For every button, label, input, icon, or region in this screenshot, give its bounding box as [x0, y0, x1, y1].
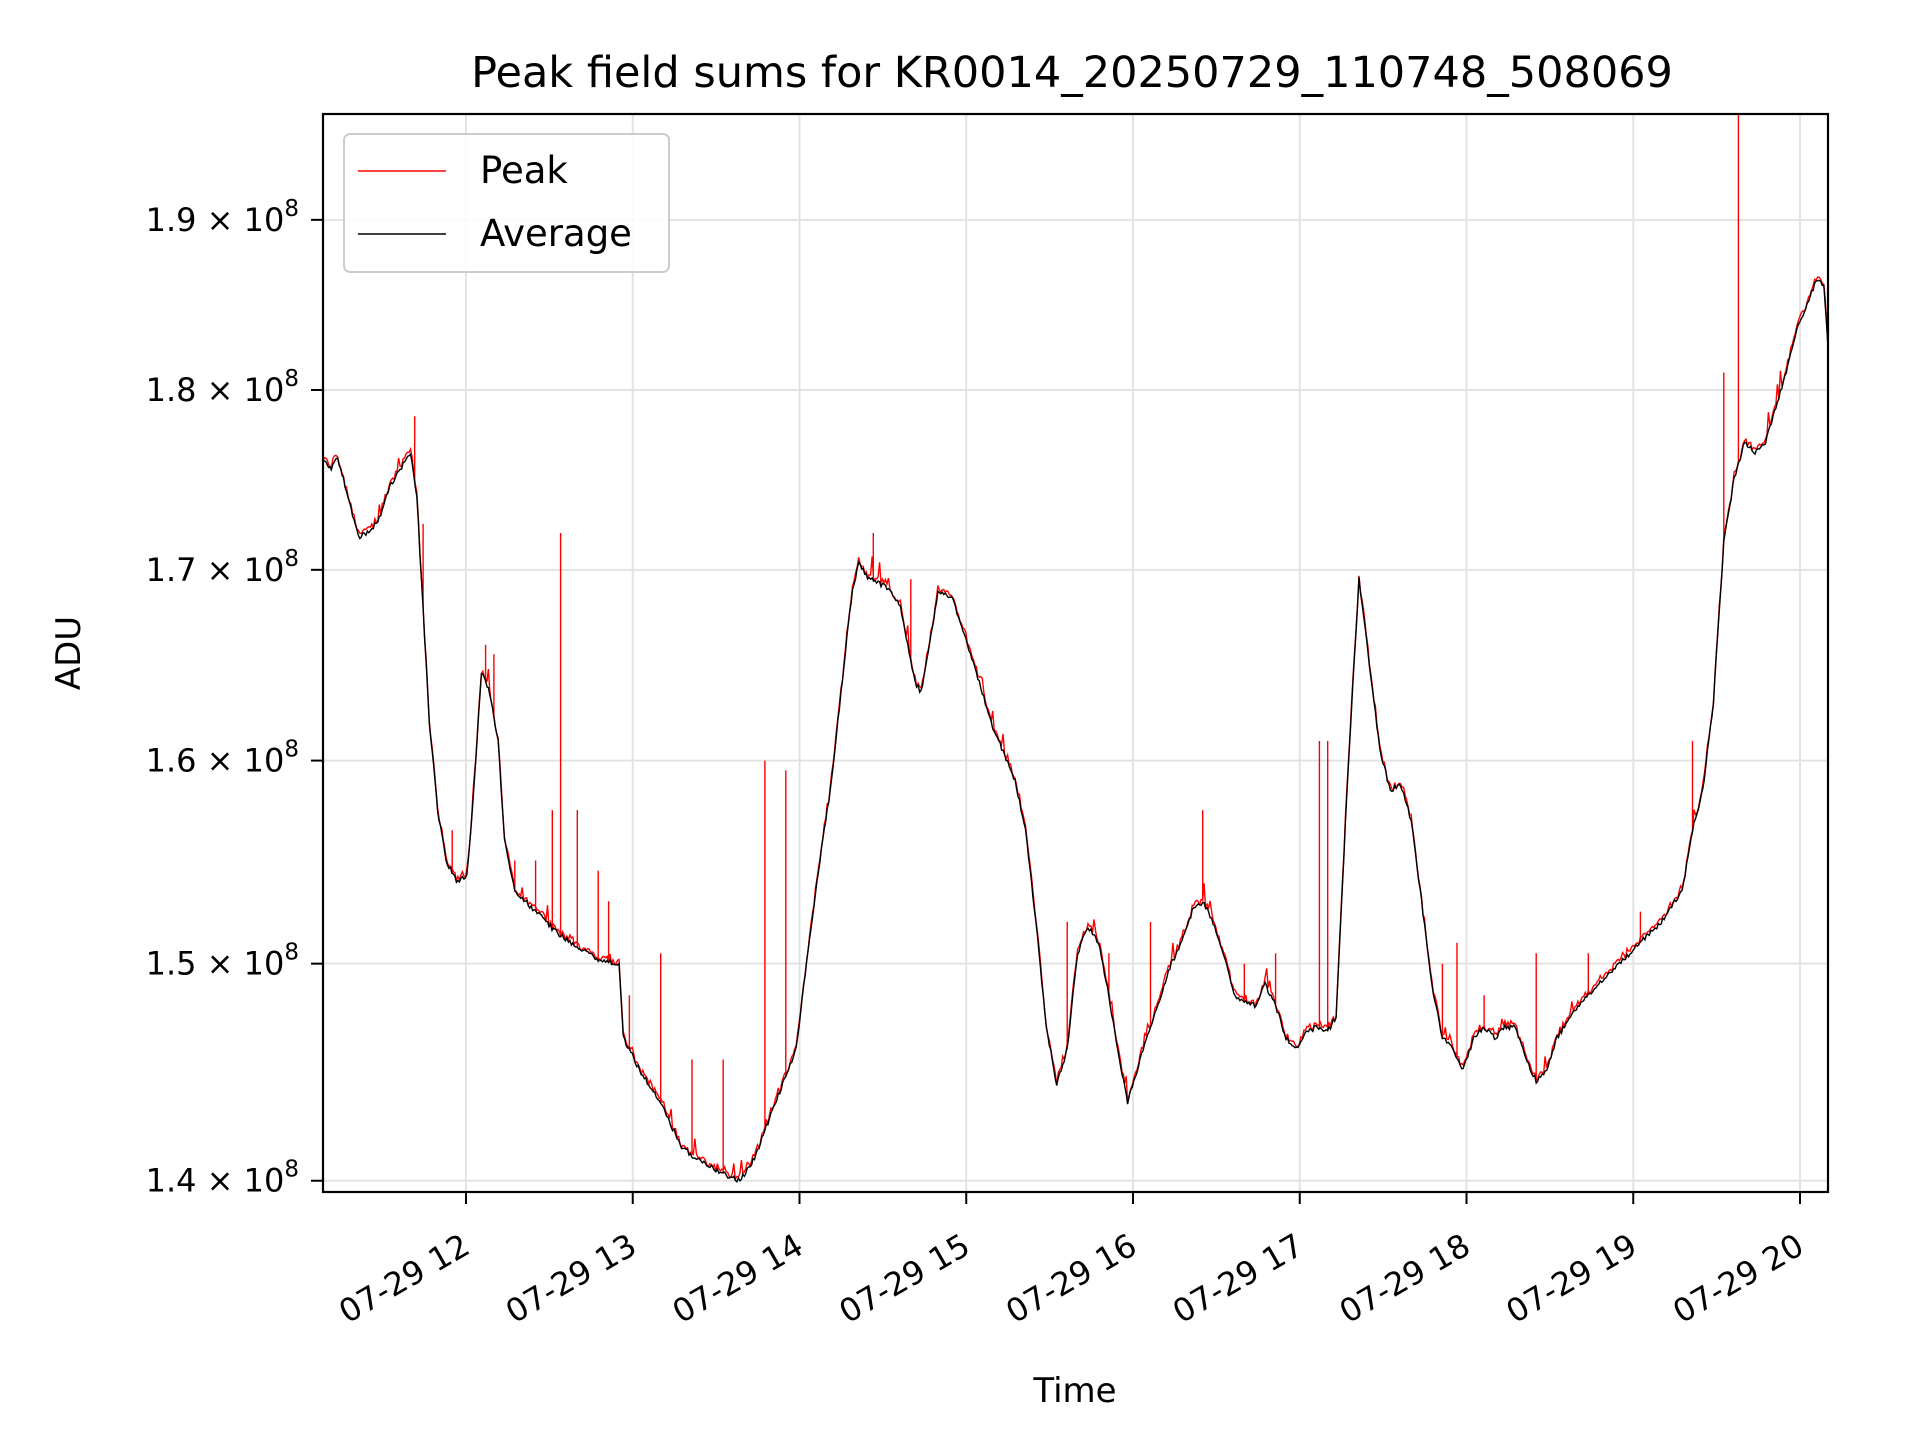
y-tick-label: 1.5 × 108: [146, 940, 299, 983]
y-tick-label: 1.7 × 108: [146, 546, 299, 589]
y-tick-label: 1.8 × 108: [146, 366, 299, 409]
y-tick-label: 1.6 × 108: [146, 737, 299, 780]
average-series-line: [323, 279, 1828, 1184]
y-tick-label: 1.9 × 108: [146, 196, 299, 239]
plot-frame: [321, 112, 1830, 1194]
y-tick-label: 1.4 × 108: [146, 1157, 299, 1200]
y-axis-label: ADU: [49, 616, 89, 690]
series-layer: [323, 114, 1828, 1184]
legend-peak-label: Peak: [480, 149, 568, 192]
legend: Peak Average: [343, 133, 670, 273]
legend-box: [343, 133, 670, 273]
x-axis-label: Time: [1032, 1371, 1116, 1411]
chart-title: Peak field sums for KR0014_20250729_1107…: [471, 48, 1673, 98]
legend-average-label: Average: [480, 212, 632, 255]
y-axis-ticks: 1.4 × 108 1.5 × 108 1.6 × 108 1.7 × 108 1.8 …: [146, 196, 323, 1200]
